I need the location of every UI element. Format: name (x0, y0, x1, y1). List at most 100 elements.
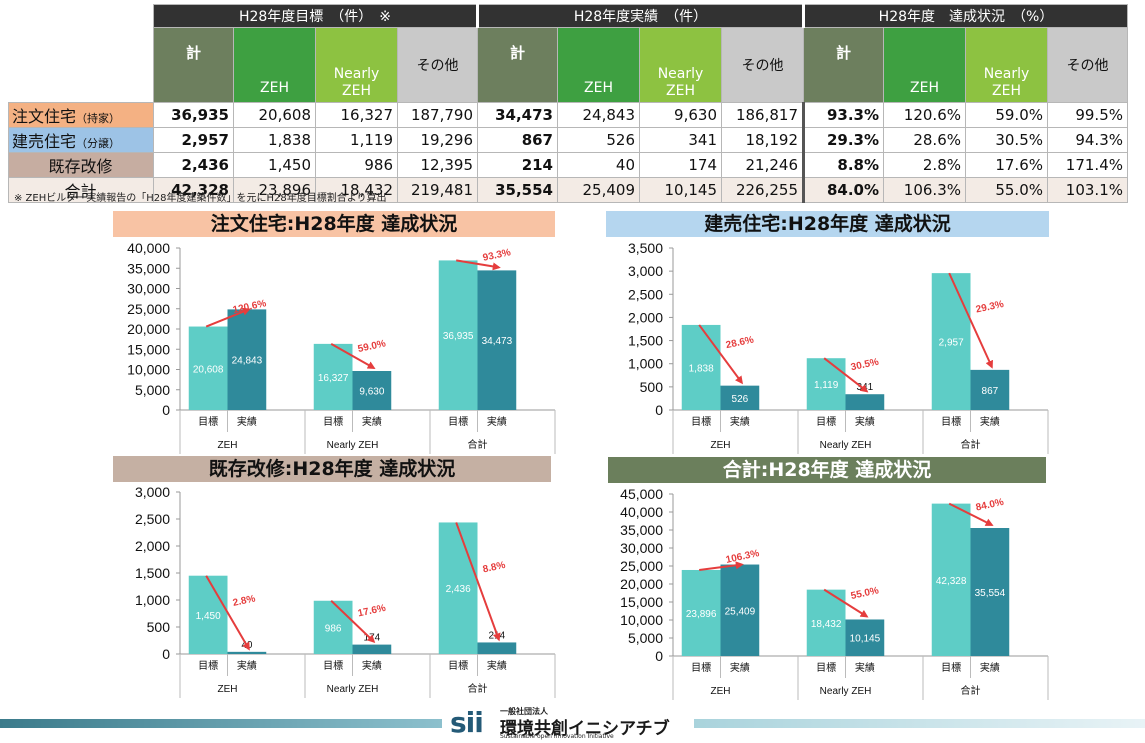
y-tick-label: 1,000 (628, 356, 663, 372)
subcategory-label: 目標 (691, 661, 711, 674)
bar-target (681, 324, 721, 410)
bar-value-label: 1,838 (689, 363, 714, 374)
bar-actual (970, 528, 1010, 656)
cell-rate-nearly: 55.0% (965, 177, 1048, 203)
rate-label: 8.8% (482, 560, 507, 576)
cell-target-nearly: 16,327 (315, 102, 398, 128)
subcategory-label: 目標 (198, 659, 218, 672)
bar-value-label: 1,450 (196, 611, 221, 622)
y-tick-label: 0 (655, 648, 663, 664)
bar-actual (352, 370, 392, 410)
cell-target-zeh: 1,450 (233, 152, 316, 178)
chart-order-housing: 0 5,000 10,000 15,000 20,000 25,000 30,000 35,0… (127, 240, 556, 454)
chart-built-housing: 0 500 1,000 1,500 2,000 2,500 3,000 3,500 1,838 5… (628, 240, 1049, 454)
cell-rate-other: 99.5% (1047, 102, 1128, 128)
bar-value-label: 25,409 (725, 606, 756, 617)
bar-value-label: 35,554 (975, 588, 1006, 599)
bar-value-label: 24,843 (232, 356, 263, 367)
cell-rate-total: 93.3% (802, 102, 884, 128)
y-tick-label: 3,000 (135, 484, 170, 500)
bar-actual (477, 270, 517, 410)
rate-label: 2.8% (232, 593, 257, 609)
rate-label: 28.6% (725, 335, 755, 352)
category-label: ZEH (218, 684, 238, 695)
chart-title-order: 注文住宅:H28年度 達成状況 (113, 211, 555, 237)
cell-actual-other: 186,817 (721, 102, 804, 128)
rate-arrow (455, 522, 501, 642)
rate-label: 106.3% (725, 548, 761, 566)
subcategory-label: 目標 (941, 415, 961, 428)
bar-value-label: 23,896 (686, 609, 717, 620)
rate-label: 93.3% (482, 247, 512, 264)
chart-title-built: 建売住宅:H28年度 達成状況 (606, 211, 1049, 237)
row-label: 注文住宅（持家） (8, 102, 154, 128)
y-tick-label: 35,000 (620, 522, 663, 538)
subcategory-label: 実績 (730, 415, 750, 428)
bar-target (806, 589, 846, 656)
cell-actual-other: 226,255 (721, 177, 804, 203)
bar-actual (352, 644, 392, 654)
subcategory-label: 目標 (323, 659, 343, 672)
rate-label: 30.5% (850, 357, 880, 374)
rate-arrow (823, 588, 869, 618)
group-header-target: H28年度目標 （件） ※ (153, 4, 478, 28)
y-tick-label: 10,000 (620, 612, 663, 628)
footer-stripe-left (0, 719, 442, 728)
y-tick-label: 500 (147, 619, 171, 635)
col-header-nearly-zeh: Nearly ZEH (315, 27, 398, 103)
org-name: 環境共創イニシアチブ (500, 719, 670, 739)
rate-arrow (205, 575, 250, 651)
y-tick-label: 5,000 (135, 382, 170, 398)
cell-actual-nearly: 174 (639, 152, 722, 178)
category-label: ZEH (218, 440, 238, 451)
cell-actual-other: 18,192 (721, 127, 804, 153)
rate-arrow (948, 272, 993, 369)
cell-target-other: 19,296 (397, 127, 478, 153)
col-header-zeh: ZEH (557, 27, 640, 103)
rate-arrow (205, 307, 251, 328)
y-tick-label: 2,000 (135, 538, 170, 554)
table-footnote: ※ ZEHビルダー実績報告の「H28年度建築件数」を元にH28年度目標割合より算… (14, 193, 387, 204)
cell-target-nearly: 986 (315, 152, 398, 178)
y-tick-label: 500 (640, 379, 664, 395)
y-tick-label: 1,500 (135, 565, 170, 581)
y-tick-label: 2,500 (135, 511, 170, 527)
org-english-name: Sustainable open Innovation Initiative (500, 733, 614, 740)
table-corner (8, 27, 154, 103)
y-tick-label: 25,000 (127, 301, 170, 317)
cell-actual-total: 34,473 (477, 102, 558, 128)
subcategory-label: 実績 (362, 659, 382, 672)
rate-arrow (330, 600, 376, 643)
cell-target-total: 36,935 (153, 102, 234, 128)
subcategory-label: 目標 (198, 415, 218, 428)
subcategory-label: 実績 (362, 415, 382, 428)
cell-target-nearly: 1,119 (315, 127, 398, 153)
bar-value-label: 18,432 (811, 619, 842, 630)
col-header-zeh: ZEH (883, 27, 966, 103)
rate-arrow (456, 259, 501, 271)
bar-value-label: 867 (982, 386, 999, 397)
table-row: 既存改修 2,436 1,450 986 12,395 214 40 174 2… (8, 152, 1128, 178)
bar-actual (227, 309, 267, 410)
y-tick-label: 5,000 (628, 630, 663, 646)
cell-target-zeh: 1,838 (233, 127, 316, 153)
rate-arrow (823, 357, 869, 393)
cell-rate-zeh: 120.6% (883, 102, 966, 128)
y-tick-label: 25,000 (620, 558, 663, 574)
cell-actual-zeh: 40 (557, 152, 640, 178)
cell-actual-total: 35,554 (477, 177, 558, 203)
bar-target (188, 326, 228, 410)
bar-value-label: 34,473 (482, 336, 513, 347)
cell-target-total: 2,957 (153, 127, 234, 153)
y-tick-label: 0 (655, 402, 663, 418)
subcategory-label: 目標 (323, 415, 343, 428)
bar-value-label: 16,327 (318, 373, 349, 384)
sii-logo-icon: sii (450, 706, 484, 739)
col-header-other: その他 (397, 27, 478, 103)
row-label: 既存改修 (8, 152, 154, 178)
rate-label: 84.0% (975, 497, 1005, 514)
cell-rate-total: 8.8% (802, 152, 884, 178)
y-tick-label: 2,000 (628, 309, 663, 325)
bar-actual (477, 642, 517, 654)
cell-rate-zeh: 106.3% (883, 177, 966, 203)
